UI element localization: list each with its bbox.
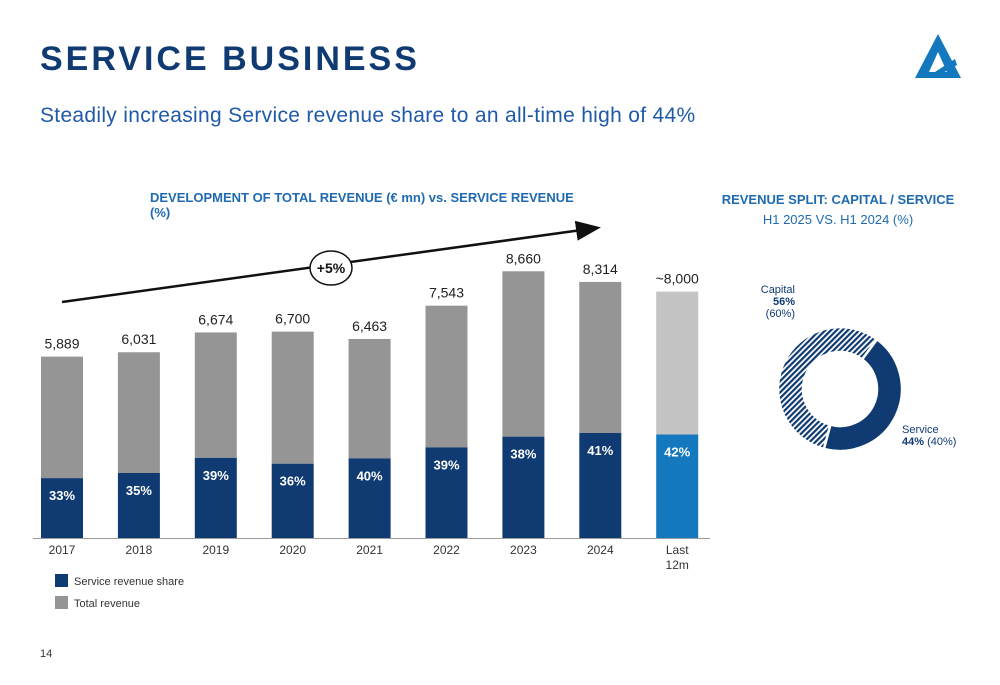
bar-total-label: 5,889	[44, 336, 79, 352]
bar-total	[271, 331, 314, 464]
bar-total-label: 8,660	[506, 250, 541, 266]
bar-service-share	[271, 463, 314, 538]
bar-total-label: 6,031	[121, 331, 156, 347]
donut-label-capital-value: 56%	[772, 296, 795, 308]
x-tick-label: 12m	[666, 558, 689, 572]
bar-service-share	[579, 433, 622, 538]
bar-total	[348, 338, 391, 459]
trend-label: +5%	[317, 260, 346, 276]
bar-total-label: 8,314	[583, 261, 618, 277]
bar-total	[425, 305, 468, 448]
donut-slice-capital	[776, 325, 879, 451]
donut-chart-subheading: H1 2025 VS. H1 2024 (%)	[762, 212, 914, 227]
bar-service-share	[117, 472, 160, 538]
legend-item-service: Service revenue share	[55, 574, 184, 588]
x-tick-label: 2017	[49, 543, 76, 557]
bar-share-label: 35%	[126, 483, 152, 498]
donut-label-service: Service 44% (40%)	[902, 424, 956, 448]
donut-label-capital-name: Capital	[760, 284, 795, 296]
bar-service-share	[41, 478, 83, 538]
bar-share-label: 38%	[510, 447, 536, 462]
x-tick-label: 2022	[433, 543, 460, 557]
x-tick-label: 2020	[279, 543, 306, 557]
legend-label-service: Service revenue share	[74, 576, 185, 588]
donut-chart-heading: REVENUE SPLIT: CAPITAL / SERVICE	[721, 192, 955, 207]
x-tick-label: 2019	[202, 543, 229, 557]
bar-total-label: 6,674	[198, 311, 233, 327]
bar-total-label: 6,700	[275, 311, 310, 327]
bar-total-label: 6,463	[352, 318, 387, 334]
bar-share-label: 36%	[280, 474, 306, 489]
donut-label-capital: Capital 56% (60%)	[745, 284, 795, 320]
bar-service-share	[656, 434, 699, 538]
bar-share-label: 33%	[49, 488, 75, 503]
donut-label-service-name: Service	[902, 424, 939, 436]
legend-swatch-total	[55, 596, 68, 609]
x-tick-label: 2021	[356, 543, 383, 557]
donut-label-service-value: 44%	[902, 436, 925, 448]
bar-service-share	[348, 458, 391, 538]
bar-share-label: 42%	[664, 445, 690, 460]
legend-swatch-service	[55, 574, 68, 587]
bar-chart-heading: DEVELOPMENT OF TOTAL REVENUE (€ mn) vs. …	[150, 190, 574, 220]
bar-share-label: 39%	[433, 457, 459, 472]
x-tick-label: 2018	[126, 543, 153, 557]
donut-label-service-prior: (40%)	[927, 436, 957, 448]
donut-slice-service	[822, 337, 904, 453]
bar-total-label: ~8,000	[656, 271, 699, 287]
bar-total	[117, 352, 160, 473]
bar-share-label: 41%	[587, 443, 613, 458]
legend-label-total: Total revenue	[74, 598, 141, 610]
bar-service-share	[194, 457, 237, 538]
x-tick-label: 2023	[510, 543, 537, 557]
bar-share-label: 40%	[357, 468, 383, 483]
x-tick-label: Last	[666, 543, 689, 557]
bar-total-label: 7,543	[429, 285, 464, 301]
bar-total	[194, 332, 237, 458]
bar-service-share	[425, 447, 468, 538]
trend-badge	[309, 250, 353, 286]
bar-total	[579, 281, 622, 434]
x-tick-label: 2024	[587, 543, 614, 557]
company-logo-icon	[915, 34, 961, 78]
bar-total	[41, 356, 83, 479]
legend-item-total: Total revenue	[55, 596, 140, 610]
bar-service-share	[502, 436, 545, 538]
page-subtitle: Steadily increasing Service revenue shar…	[40, 104, 696, 127]
bar-total	[502, 271, 545, 437]
bar-total	[656, 291, 699, 435]
donut-label-capital-prior: (60%)	[765, 308, 795, 320]
page-number: 14	[40, 648, 53, 660]
page-title: SERVICE BUSINESS	[40, 40, 420, 78]
bar-share-label: 39%	[203, 468, 229, 483]
